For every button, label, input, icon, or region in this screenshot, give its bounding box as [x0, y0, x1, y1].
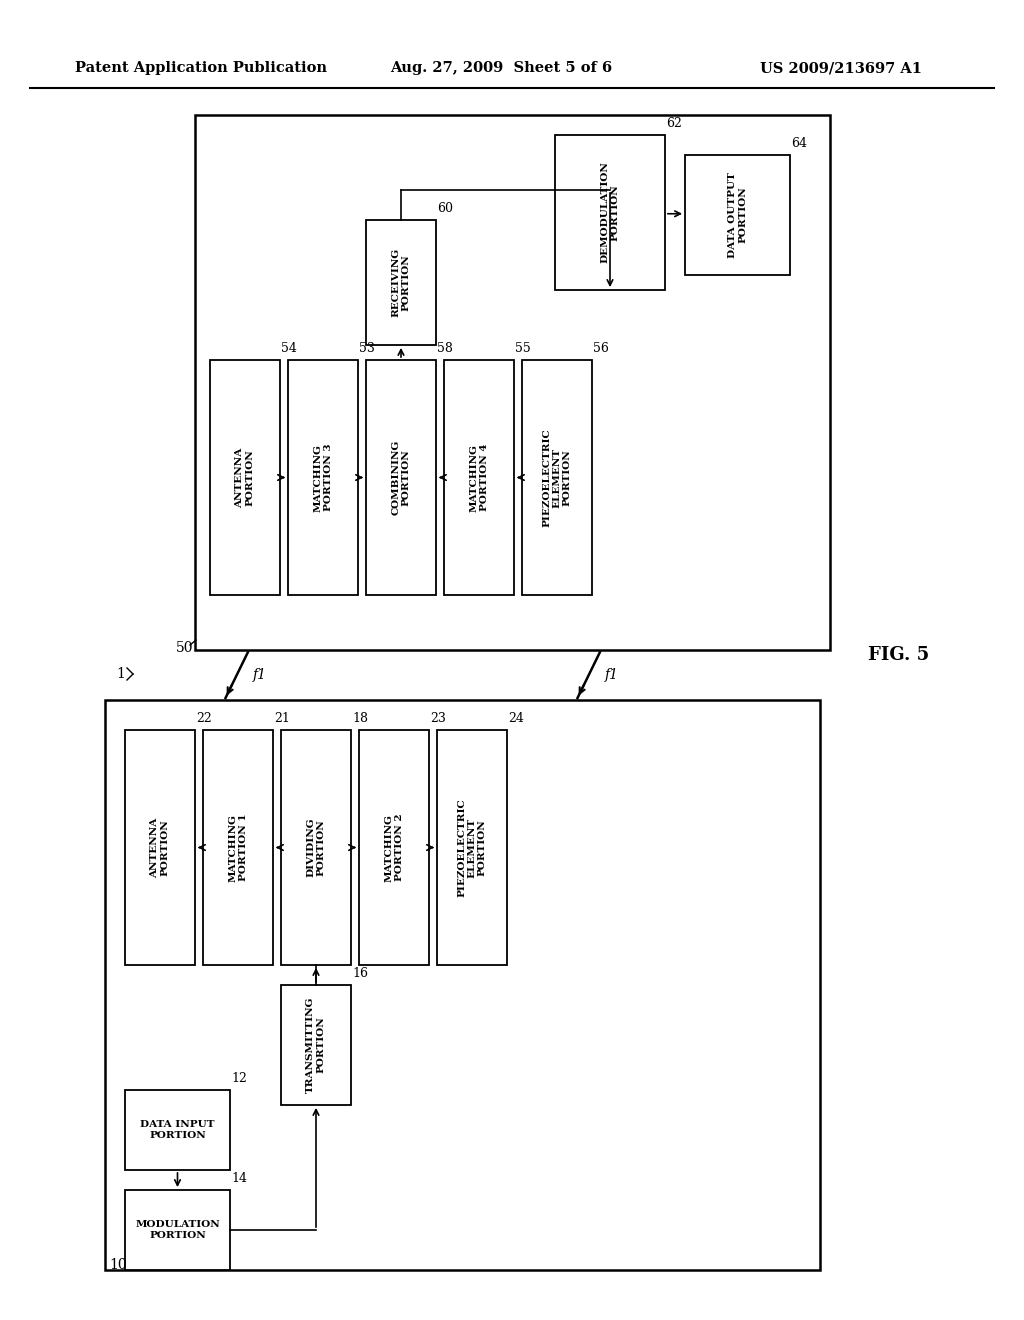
Text: PIEZOELECTRIC
ELEMENT
PORTION: PIEZOELECTRIC ELEMENT PORTION	[457, 799, 486, 896]
Text: MATCHING
PORTION 2: MATCHING PORTION 2	[384, 813, 403, 882]
Bar	[195, 115, 830, 649]
Text: 12: 12	[231, 1072, 247, 1085]
Text: MATCHING
PORTION 4: MATCHING PORTION 4	[469, 444, 488, 511]
Bar	[281, 730, 351, 965]
Text: 14: 14	[231, 1172, 247, 1185]
Bar	[210, 360, 280, 595]
Text: Patent Application Publication: Patent Application Publication	[75, 61, 327, 75]
Text: MATCHING
PORTION 1: MATCHING PORTION 1	[228, 813, 248, 882]
Text: 16: 16	[352, 968, 368, 979]
Bar	[288, 360, 358, 595]
Bar	[685, 154, 790, 275]
Text: 24: 24	[508, 711, 524, 725]
Text: 53: 53	[359, 342, 375, 355]
Bar	[444, 360, 514, 595]
Text: PIEZOELECTRIC
ELEMENT
PORTION: PIEZOELECTRIC ELEMENT PORTION	[542, 428, 571, 527]
Bar	[359, 730, 429, 965]
Text: US 2009/213697 A1: US 2009/213697 A1	[760, 61, 922, 75]
Text: ANTENNA
PORTION: ANTENNA PORTION	[151, 817, 170, 878]
Text: ANTENNA
PORTION: ANTENNA PORTION	[236, 447, 255, 508]
Text: DIVIDING
PORTION: DIVIDING PORTION	[306, 817, 326, 878]
Bar	[105, 700, 820, 1270]
Text: DEMODULATION
PORTION: DEMODULATION PORTION	[600, 161, 620, 264]
Text: Aug. 27, 2009  Sheet 5 of 6: Aug. 27, 2009 Sheet 5 of 6	[390, 61, 612, 75]
Text: 62: 62	[666, 117, 682, 129]
Bar	[366, 220, 436, 345]
Bar	[366, 360, 436, 595]
Text: 22: 22	[196, 711, 212, 725]
Text: f1: f1	[253, 668, 267, 682]
Bar	[125, 1090, 230, 1170]
Text: 60: 60	[437, 202, 453, 215]
Text: 56: 56	[593, 342, 609, 355]
Bar	[203, 730, 273, 965]
Text: 54: 54	[281, 342, 297, 355]
Text: 10: 10	[109, 1258, 127, 1272]
Bar	[125, 1191, 230, 1270]
Text: DATA OUTPUT
PORTION: DATA OUTPUT PORTION	[728, 172, 748, 257]
Bar	[281, 985, 351, 1105]
Text: DATA INPUT
PORTION: DATA INPUT PORTION	[140, 1121, 215, 1139]
Text: 18: 18	[352, 711, 368, 725]
Text: 23: 23	[430, 711, 445, 725]
Text: 55: 55	[515, 342, 530, 355]
Text: 21: 21	[274, 711, 290, 725]
Bar	[125, 730, 195, 965]
Text: RECEIVING
PORTION: RECEIVING PORTION	[391, 248, 411, 317]
Text: FIG. 5: FIG. 5	[868, 645, 929, 664]
Text: COMBINING
PORTION: COMBINING PORTION	[391, 440, 411, 515]
Bar	[522, 360, 592, 595]
Bar	[555, 135, 665, 290]
Text: 64: 64	[791, 137, 807, 150]
Text: 1: 1	[116, 667, 125, 681]
Text: f1: f1	[605, 668, 618, 682]
Text: MODULATION
PORTION: MODULATION PORTION	[135, 1220, 220, 1239]
Text: 50: 50	[176, 642, 194, 655]
Text: MATCHING
PORTION 3: MATCHING PORTION 3	[313, 444, 333, 511]
Text: TRANSMITTING
PORTION: TRANSMITTING PORTION	[306, 997, 326, 1093]
Bar	[437, 730, 507, 965]
Text: 58: 58	[437, 342, 453, 355]
